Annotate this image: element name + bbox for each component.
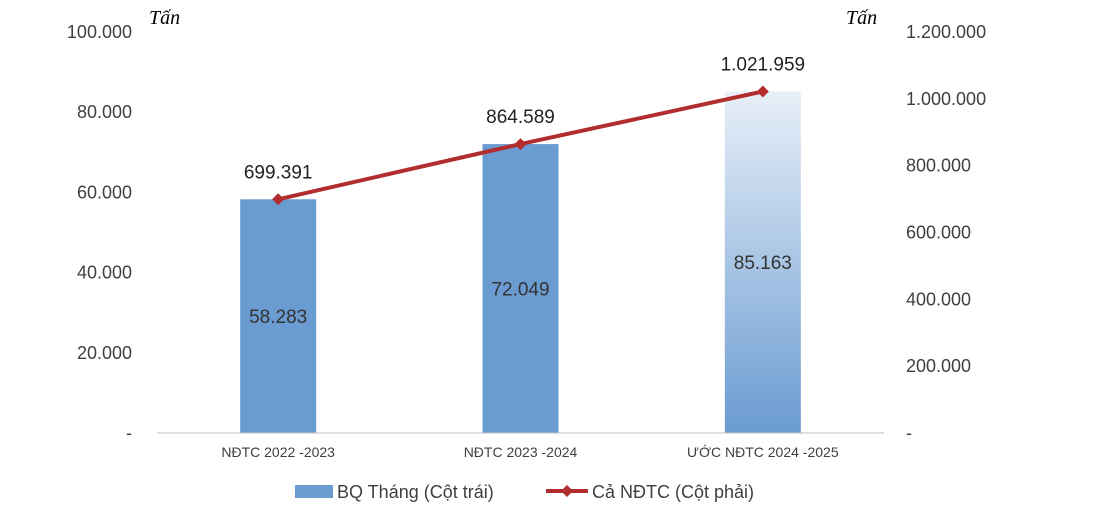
right-tick-label: - <box>906 423 912 443</box>
right-tick-label: 800.000 <box>906 156 971 176</box>
legend: BQ Tháng (Cột trái) Cả NĐTC (Cột phải) <box>295 482 754 502</box>
right-axis-unit: Tấn <box>846 7 877 29</box>
category-label: NĐTC 2022 -2023 <box>221 444 335 460</box>
bar <box>724 91 801 433</box>
left-tick-label: 40.000 <box>77 263 132 283</box>
legend-bar-label: BQ Tháng (Cột trái) <box>337 482 494 502</box>
bar-value-label: 85.163 <box>734 253 792 274</box>
left-axis: - 20.000 40.000 60.000 80.000 100.000 <box>67 22 132 443</box>
line-value-label: 1.021.959 <box>721 54 806 75</box>
right-tick-label: 200.000 <box>906 356 971 376</box>
legend-bar-swatch <box>295 485 333 498</box>
line-series: 699.391 864.589 1.021.959 <box>244 54 806 206</box>
right-axis: - 200.000 400.000 600.000 800.000 1.000.000 1.… <box>906 22 986 443</box>
line-point <box>756 85 769 98</box>
legend-line-label: Cả NĐTC (Cột phải) <box>592 482 754 502</box>
line-value-label: 864.589 <box>486 107 555 128</box>
bar-value-label: 58.283 <box>249 307 307 328</box>
left-tick-label: 20.000 <box>77 343 132 363</box>
left-tick-label: - <box>126 423 132 443</box>
left-axis-unit: Tấn <box>149 7 180 29</box>
legend-line-marker <box>561 485 573 497</box>
right-tick-label: 400.000 <box>906 289 971 309</box>
bar-series: 58.283 72.049 85.163 <box>240 91 801 434</box>
right-tick-label: 1.000.000 <box>906 89 986 109</box>
category-label: ƯỚC NĐTC 2024 -2025 <box>687 444 839 460</box>
category-label: NĐTC 2023 -2024 <box>464 444 578 460</box>
line-value-label: 699.391 <box>244 162 313 183</box>
category-labels: NĐTC 2022 -2023 NĐTC 2023 -2024 ƯỚC NĐTC 2… <box>221 444 838 460</box>
right-tick-label: 1.200.000 <box>906 22 986 42</box>
right-tick-label: 600.000 <box>906 223 971 243</box>
line-point <box>272 193 285 206</box>
left-tick-label: 80.000 <box>77 102 132 122</box>
line-point <box>514 138 527 151</box>
bar-value-label: 72.049 <box>491 280 549 301</box>
bar <box>240 199 317 433</box>
bar <box>482 144 559 434</box>
left-tick-label: 60.000 <box>77 182 132 202</box>
left-tick-label: 100.000 <box>67 22 132 42</box>
